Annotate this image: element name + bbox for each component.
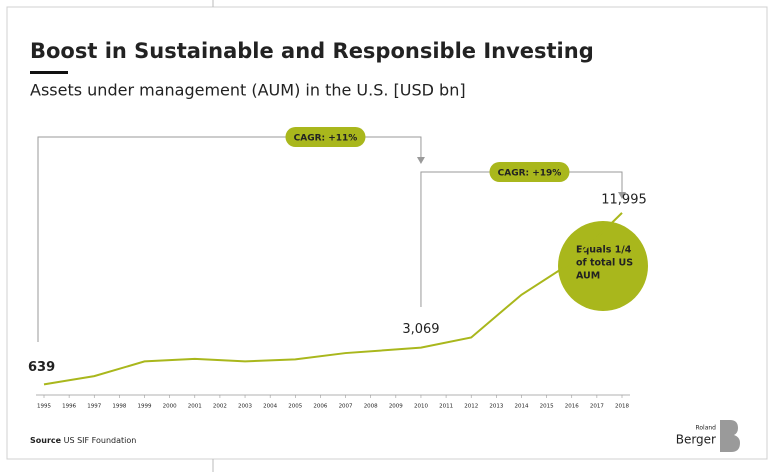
cagr-pill xyxy=(489,162,570,182)
data-line xyxy=(43,212,623,386)
value-label: 639 xyxy=(28,360,55,375)
source-text: US SIF Foundation xyxy=(64,436,137,445)
x-tick-label: 2014 xyxy=(514,404,528,410)
source: Source US SIF Foundation xyxy=(30,436,136,445)
x-tick-label: 2013 xyxy=(489,404,503,410)
callout-bubble xyxy=(558,221,648,311)
title-rule xyxy=(30,71,68,74)
x-tick-label: 2012 xyxy=(464,404,478,410)
chart-title: Boost in Sustainable and Responsible Inv… xyxy=(30,39,594,63)
x-tick-label: 2017 xyxy=(590,404,604,410)
x-tick-label: 1999 xyxy=(138,404,152,410)
x-tick-label: 2010 xyxy=(414,404,428,410)
x-tick-label: 2005 xyxy=(288,404,302,410)
cagr-label: CAGR: +11% xyxy=(294,134,358,144)
x-tick-label: 2007 xyxy=(339,404,353,410)
x-tick-label: 2002 xyxy=(213,404,227,410)
x-tick-label: 2011 xyxy=(439,404,453,410)
x-tick-label: 2000 xyxy=(163,404,177,410)
x-tick-label: 2015 xyxy=(540,404,554,410)
callout-text: AUM xyxy=(576,271,600,282)
source-label: Source xyxy=(30,436,62,445)
arrow-head xyxy=(618,192,626,199)
callout-text: of total US xyxy=(576,258,633,269)
chart-subtitle: Assets under management (AUM) in the U.S… xyxy=(30,81,466,100)
brand-name: Berger xyxy=(676,433,716,447)
cagr-pill xyxy=(285,127,366,147)
x-tick-label: 1996 xyxy=(62,404,76,410)
x-tick-label: 2004 xyxy=(263,404,277,410)
brand-logo xyxy=(720,420,740,452)
value-label: 11,995 xyxy=(601,192,647,207)
brand-small: Roland xyxy=(695,425,716,432)
card xyxy=(6,6,768,460)
value-label: 3,069 xyxy=(402,322,439,337)
cagr-label: CAGR: +19% xyxy=(498,169,562,179)
x-tick-label: 2001 xyxy=(188,404,202,410)
x-tick-label: 2009 xyxy=(389,404,403,410)
x-tick-label: 2018 xyxy=(615,404,629,410)
x-tick-label: 1998 xyxy=(112,404,126,410)
x-tick-label: 1995 xyxy=(37,404,51,410)
x-tick-label: 2006 xyxy=(313,404,327,410)
callout-text: Equals 1/4 xyxy=(576,245,632,256)
x-tick-label: 1997 xyxy=(87,404,101,410)
cagr-bracket xyxy=(37,136,422,342)
x-tick-label: 2008 xyxy=(364,404,378,410)
x-tick-label: 2003 xyxy=(238,404,252,410)
x-tick-label: 2016 xyxy=(565,404,579,410)
arrow-head xyxy=(416,157,425,164)
